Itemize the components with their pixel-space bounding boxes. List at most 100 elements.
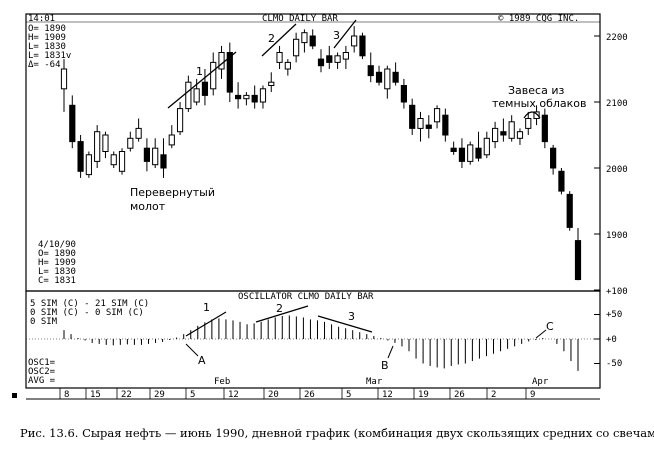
candle [467,141,474,165]
candle-body-bearish [326,55,333,63]
candle-body-bearish [425,124,432,129]
candle-body-bullish [135,127,142,139]
candle [276,45,283,69]
candle [392,62,399,86]
candle [409,98,416,135]
candle-body-bullish [284,61,291,70]
osc-wave-1-line [185,311,227,337]
oscillator-param: 5 SIM (C) - 21 SIM (C) [30,299,149,309]
candle-body-bullish [110,154,117,166]
candle-body-bearish [450,147,457,152]
candle-body-bullish [525,118,532,129]
copyright-text: © 1989 CQG INC. [498,14,579,24]
candle-body-bullish [118,151,126,172]
candle [566,191,573,231]
osc-point-label: A [198,354,206,367]
oscillator-bars [26,289,600,371]
wave-2-trendline [261,23,297,57]
osc-point-c-pointer [535,329,547,339]
candle-body-bearish [69,104,76,143]
candle-body-bearish [160,154,167,169]
price-tick-label: 1900 [606,231,628,241]
candle-body-bullish [259,88,267,103]
quote-line: H= 1909 [38,258,76,268]
candle-body-bearish [367,65,374,77]
osc-wave-3-line [317,315,373,333]
candle-body-bullish [293,38,300,57]
candle [102,131,109,159]
candle-body-bearish [541,114,548,143]
hammer-annotation: молот [130,200,166,213]
figure-caption: Рис. 13.6. Сырая нефть — июнь 1990, днев… [20,426,654,440]
cloud-annotation: Завеса из [508,84,564,97]
date-tick-label: 12 [228,390,239,400]
candle [193,78,200,106]
candle [458,138,466,168]
candle [334,52,341,69]
candle [293,32,300,63]
osc-point-label: B [381,359,389,372]
candle [259,85,267,109]
candle-body-bearish [475,147,482,159]
candle-body-bullish [102,134,109,152]
osc-wave-label: 2 [276,302,283,315]
quote-block-bottom: 4/10/90 O= 1890 H= 1909 L= 1830 C= 1831 [38,240,76,286]
candle-body-bullish [218,52,225,70]
candle [284,59,291,76]
candle [475,131,482,162]
candle-body-bullish [85,154,92,176]
cloud-annotation: темных облаков [492,97,587,110]
candle [433,105,441,129]
candle [218,45,225,79]
candle-body-bearish [442,114,449,136]
candle-body-bearish [500,131,507,136]
price-wave-label: 1 [196,65,203,78]
date-tick-label: 9 [530,390,535,400]
candle [127,131,134,152]
candle-body-bullish [483,137,490,156]
candle [491,121,499,149]
candle-body-bullish [152,147,159,166]
candle [160,138,167,178]
candle-body-bullish [342,52,349,60]
candle-body-bullish [210,61,217,90]
candle-body-bullish [243,94,250,100]
date-axis-ticks: 8 15 22 29 5 12 20 26 5 12 19 26 2 9 [59,388,535,400]
candle-body-bearish [77,141,84,172]
candle-body-bullish [127,137,134,149]
candle [60,59,68,112]
date-tick-label: 19 [418,390,429,400]
osc-point-a-pointer [185,343,199,357]
candle [201,69,209,106]
candle-body-bearish [251,94,258,103]
candle [309,29,316,50]
candle-body-bullish [433,108,441,123]
price-trend-annotations: 1 2 3 [167,19,357,109]
candle-body-bearish [317,58,325,67]
candle-body-bullish [168,134,175,146]
candle-body-bullish [508,121,515,139]
candle-body-bullish [176,108,184,133]
month-label: Feb [214,377,230,387]
candle-body-bearish [558,170,565,192]
quote-line: H= 1909 [28,33,66,43]
candle-body-bullish [60,68,68,90]
candle-body-bearish [409,104,416,129]
candle-body-bearish [234,94,242,100]
osc-wave-label: 3 [348,310,355,323]
candle [550,144,557,175]
osc-tick-label: +0 [606,335,617,345]
candle [69,95,76,149]
candle-body-bearish [201,81,209,96]
oscillator-param: 0 SIM (C) - 0 SIM (C) [30,308,144,318]
candle-body-bullish [268,81,275,86]
candle-body-bearish [458,147,466,162]
candle [450,141,457,155]
osc-trend-annotations: 1 2 3 A B C [185,301,554,372]
candle [417,111,424,142]
candle [152,138,159,168]
price-tick-label: 2200 [606,33,628,43]
quote-block-top: O= 1890 H= 1909 L= 1830 L= 1831v Δ= -64 [28,24,71,70]
candle [425,115,432,139]
